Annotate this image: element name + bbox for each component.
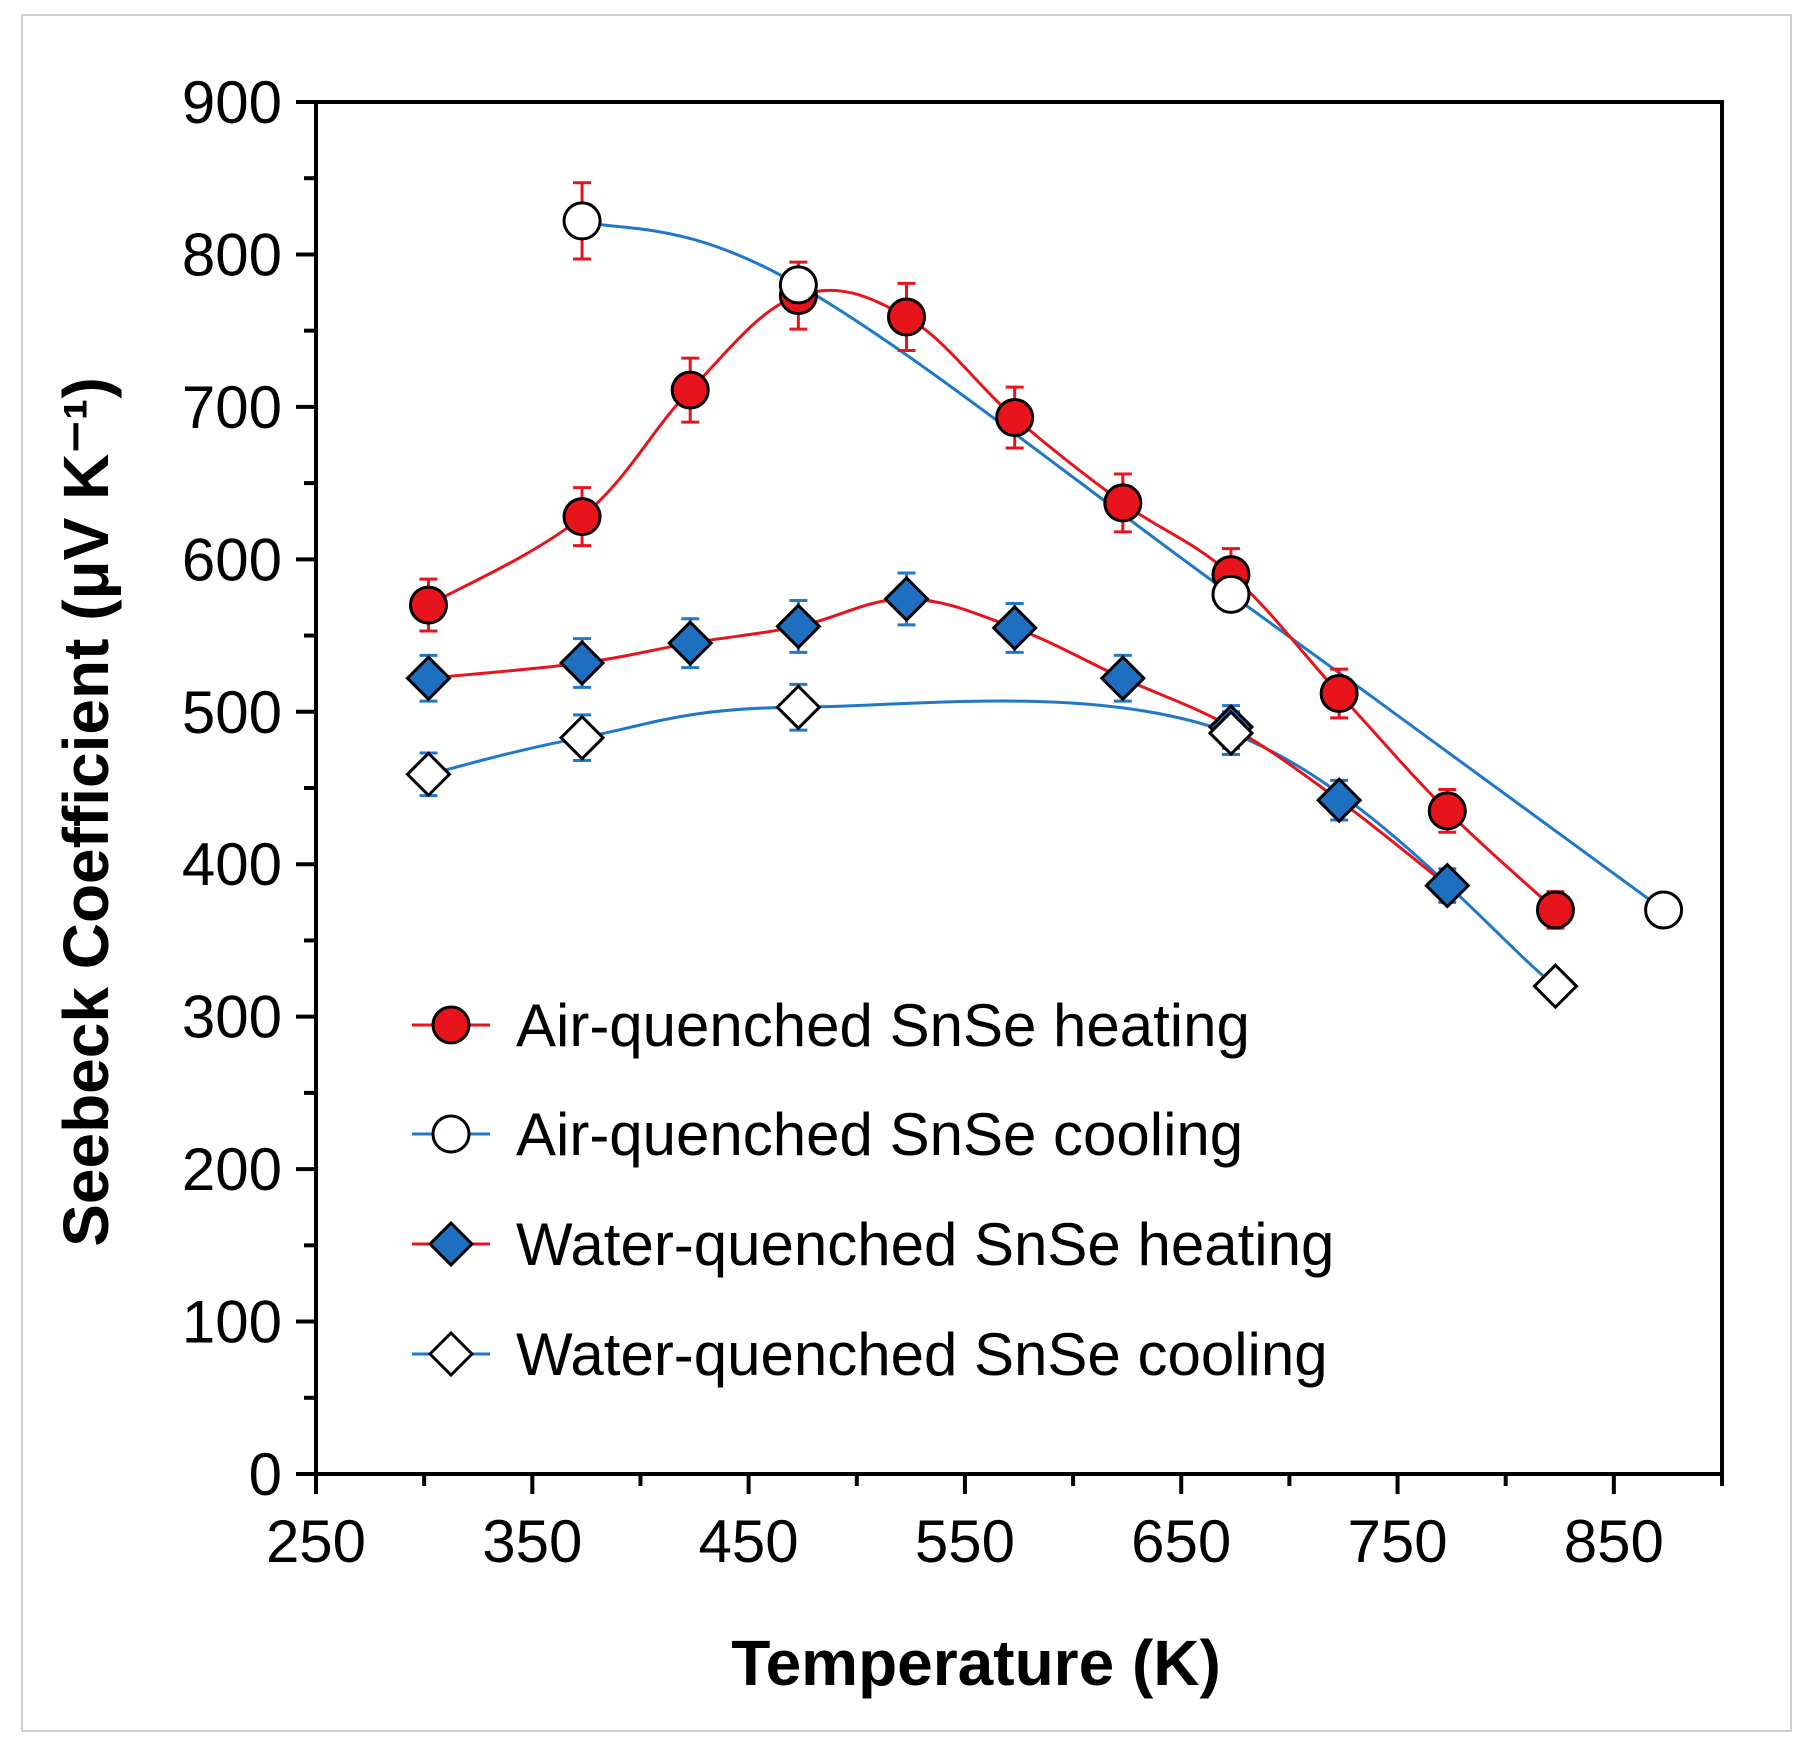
curve-air-quenched-snse-cooling: [581, 219, 1665, 912]
point-air-quenched-snse-heating: [408, 585, 448, 625]
y-axis-title: Seebeck Coefficient (μV K⁻¹): [50, 377, 122, 1247]
point-air-quenched-snse-cooling: [1211, 574, 1251, 614]
point-water-quenched-snse-heating: [405, 655, 452, 702]
point-air-quenched-snse-heating: [1535, 890, 1575, 930]
legend-label: Air-quenched SnSe heating: [516, 992, 1250, 1059]
point-water-quenched-snse-cooling: [775, 684, 822, 731]
legend-item-air-quenched-snse-heating: Air-quenched SnSe heating: [412, 992, 1250, 1059]
point-air-quenched-snse-heating: [1319, 673, 1359, 713]
y-tick-label: 200: [182, 1136, 282, 1203]
legend-label: Air-quenched SnSe cooling: [516, 1101, 1243, 1168]
point-air-quenched-snse-cooling: [562, 201, 602, 241]
point-air-quenched-snse-heating: [1427, 791, 1467, 831]
y-tick-label: 800: [182, 221, 282, 288]
point-air-quenched-snse-heating: [562, 497, 602, 537]
legend-marker: [427, 1220, 475, 1268]
point-water-quenched-snse-heating: [667, 620, 714, 667]
point-water-quenched-snse-heating: [1424, 862, 1471, 909]
point-air-quenched-snse-heating: [887, 297, 927, 337]
y-tick-label: 700: [182, 374, 282, 441]
point-water-quenched-snse-heating: [775, 603, 822, 650]
x-axis-title: Temperature (K): [731, 1627, 1221, 1699]
point-water-quenched-snse-cooling: [1532, 963, 1579, 1010]
y-tick-label: 900: [182, 69, 282, 136]
x-tick-label: 650: [1131, 1508, 1231, 1575]
legend: Air-quenched SnSe heating Air-quenched Sn…: [412, 992, 1334, 1388]
point-water-quenched-snse-cooling: [405, 751, 452, 798]
axes: 0 100 200 300 400 500 600 700 800 900 250 350 450 550…: [182, 69, 1724, 1575]
y-tick-label: 400: [182, 831, 282, 898]
y-tick-label: 600: [182, 526, 282, 593]
y-tick-label: 500: [182, 679, 282, 746]
error-bars: [419, 181, 1565, 930]
point-air-quenched-snse-heating: [670, 370, 710, 410]
x-tick-label: 850: [1564, 1508, 1664, 1575]
point-water-quenched-snse-heating: [1099, 655, 1146, 702]
x-tick-label: 250: [266, 1508, 366, 1575]
y-tick-label: 0: [249, 1441, 282, 1508]
x-tick-label: 350: [482, 1508, 582, 1575]
x-tick-label: 550: [915, 1508, 1015, 1575]
point-water-quenched-snse-heating: [991, 604, 1038, 652]
curve-air-quenched-snse-heating: [427, 288, 1557, 912]
point-air-quenched-snse-cooling: [778, 265, 818, 305]
legend-item-water-quenched-snse-cooling: Water-quenched SnSe cooling: [412, 1321, 1328, 1388]
y-tick-label: 300: [182, 984, 282, 1051]
point-water-quenched-snse-heating: [1316, 777, 1363, 824]
legend-label: Water-quenched SnSe cooling: [516, 1321, 1328, 1388]
legend-marker: [431, 1114, 471, 1154]
point-water-quenched-snse-heating: [883, 575, 930, 623]
legend-item-air-quenched-snse-cooling: Air-quenched SnSe cooling: [412, 1101, 1243, 1168]
point-air-quenched-snse-cooling: [1644, 890, 1684, 930]
x-tick-label: 450: [699, 1508, 799, 1575]
data-markers: [405, 201, 1684, 1010]
curve-water-quenched-snse-heating: [428, 597, 1449, 887]
point-water-quenched-snse-cooling: [1207, 709, 1255, 757]
legend-marker: [427, 1330, 475, 1378]
point-water-quenched-snse-cooling: [558, 714, 606, 761]
point-water-quenched-snse-heating: [558, 639, 606, 687]
legend-marker: [431, 1005, 471, 1045]
x-tick-label: 750: [1347, 1508, 1447, 1575]
y-tick-label: 100: [182, 1289, 282, 1356]
legend-item-water-quenched-snse-heating: Water-quenched SnSe heating: [412, 1211, 1334, 1278]
series-curves: [427, 219, 1665, 988]
point-air-quenched-snse-heating: [995, 398, 1035, 438]
legend-label: Water-quenched SnSe heating: [516, 1211, 1334, 1278]
point-air-quenched-snse-heating: [1103, 483, 1143, 523]
